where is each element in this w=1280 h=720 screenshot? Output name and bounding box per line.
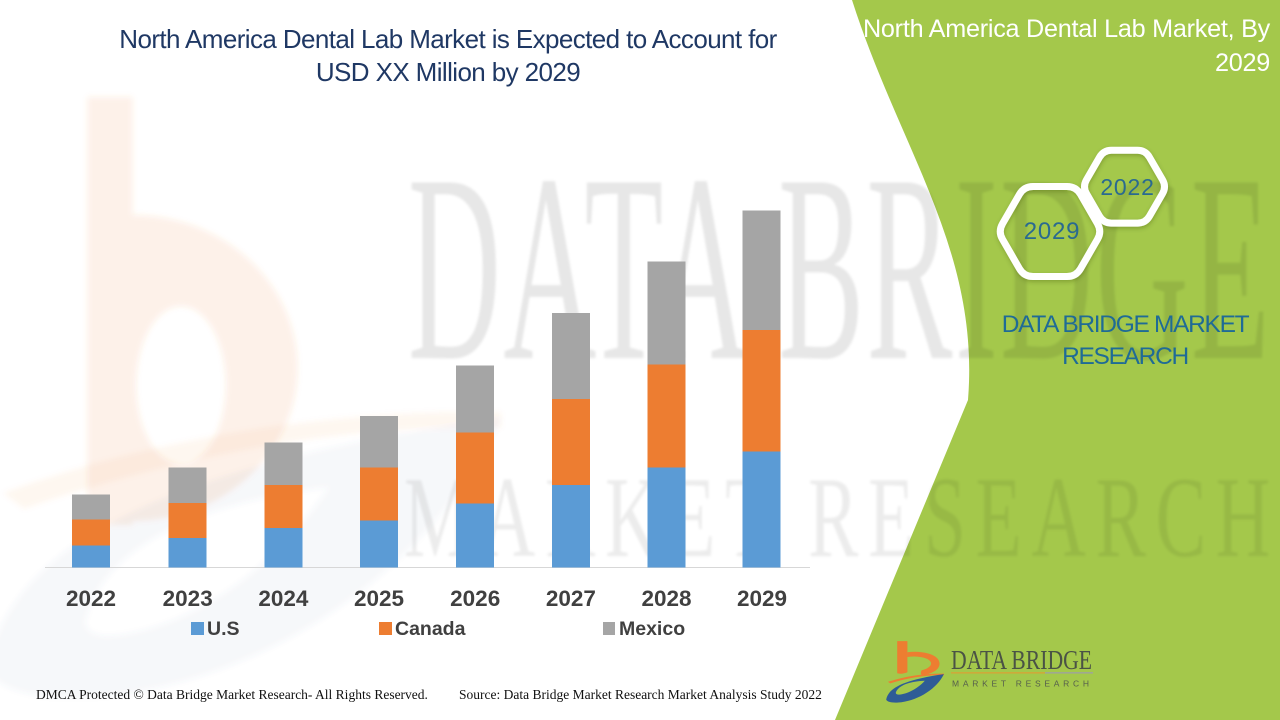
svg-text:DATA BRIDGE: DATA BRIDGE [951,645,1092,675]
svg-text:MARKET RESEARCH: MARKET RESEARCH [404,454,1280,582]
svg-text:MARKET RESEARCH: MARKET RESEARCH [952,679,1091,689]
svg-text:DATA BRIDGE: DATA BRIDGE [408,119,1272,416]
